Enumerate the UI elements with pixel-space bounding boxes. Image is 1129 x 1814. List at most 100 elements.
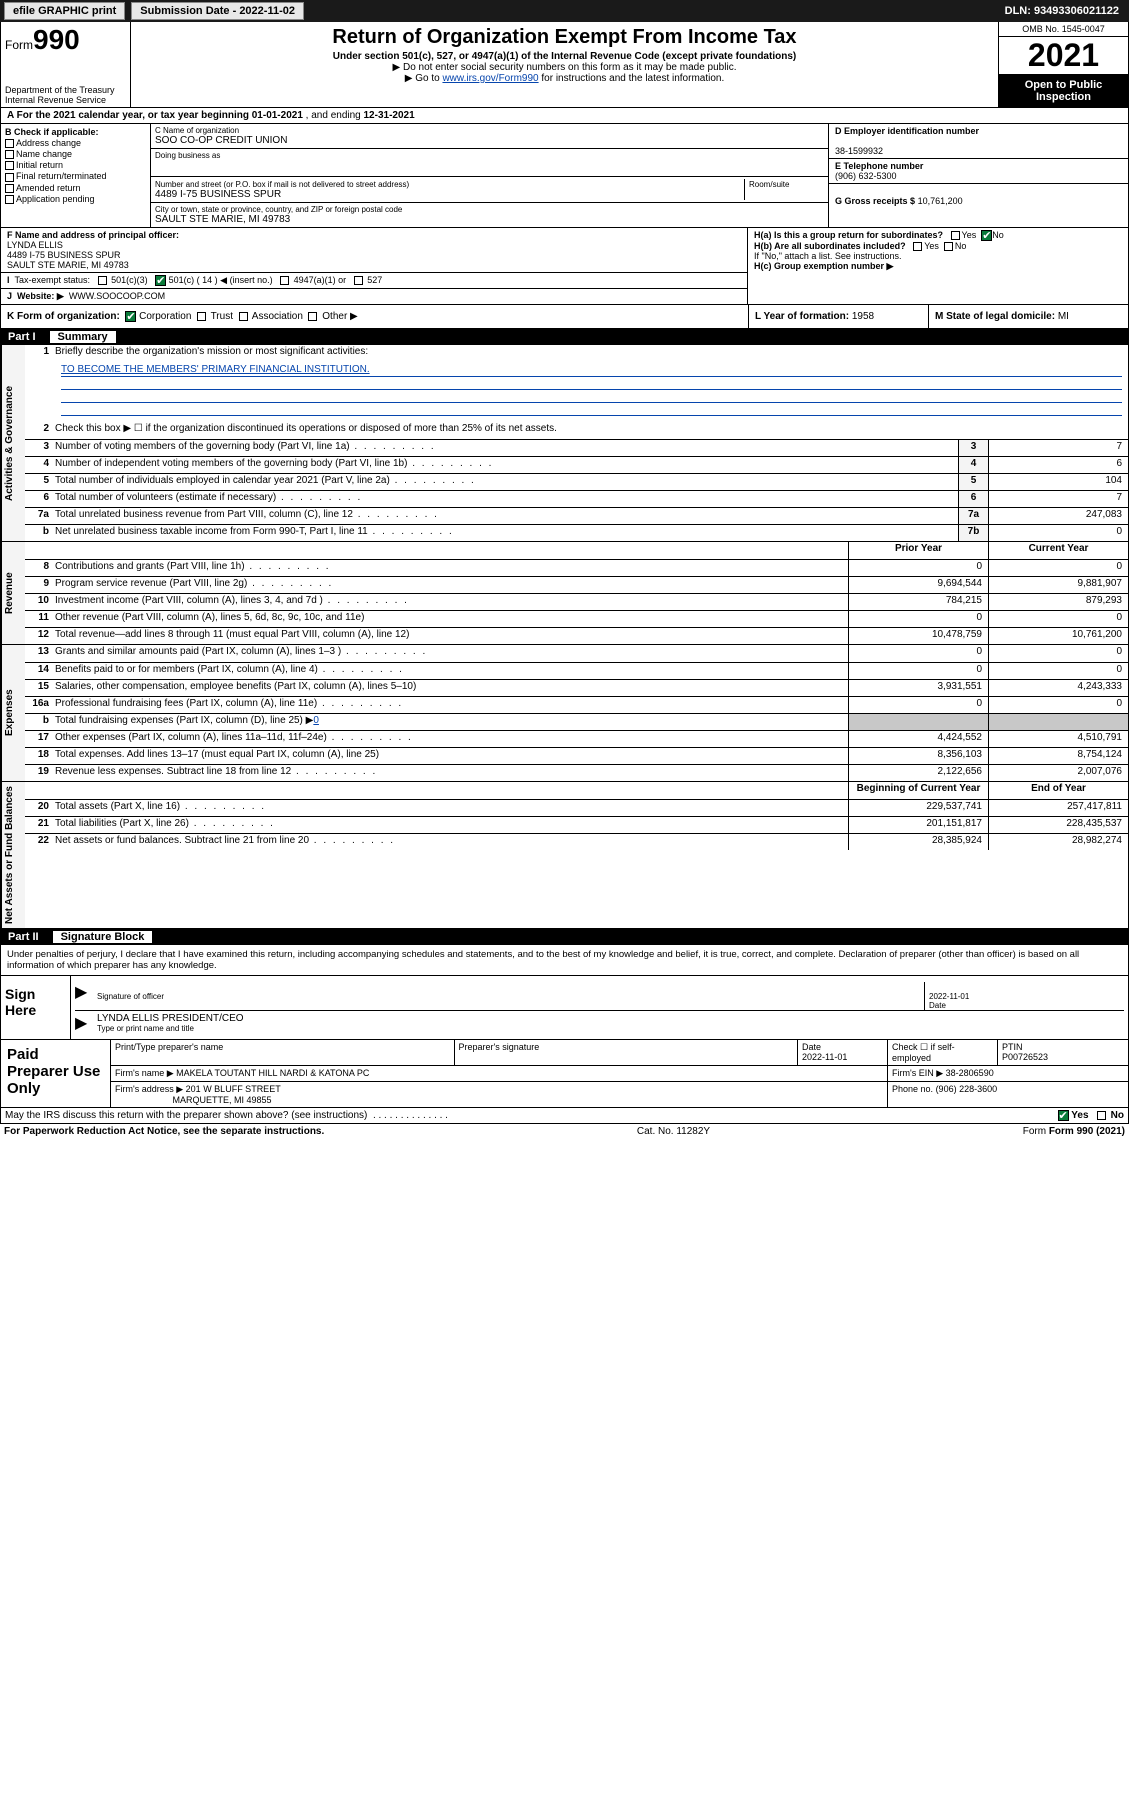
nh-label: [53, 782, 848, 799]
c-dba-label: Doing business as: [155, 151, 824, 160]
block-fhij: F Name and address of principal officer:…: [0, 227, 1129, 304]
ha-label: H(a) Is this a group return for subordin…: [754, 230, 943, 240]
vtab-expenses: Expenses: [1, 645, 25, 781]
part-2-title: Signature Block: [53, 931, 153, 943]
sign-right: ▶ Signature of officer 2022-11-01 Date ▶…: [71, 976, 1128, 1039]
r6-val: 7: [988, 491, 1128, 507]
part-2-header: Part II Signature Block: [0, 929, 1129, 945]
part-1-header: Part I Summary: [0, 329, 1129, 345]
chk-hb-yes[interactable]: [913, 242, 922, 251]
r7a-box: 7a: [958, 508, 988, 524]
f-row: F Name and address of principal officer:…: [1, 228, 747, 273]
chk-corp-checked[interactable]: [125, 311, 136, 322]
inspection-label: Open to Public Inspection: [999, 75, 1128, 107]
row-5: 5 Total number of individuals employed i…: [25, 473, 1128, 490]
r7b-box: 7b: [958, 525, 988, 541]
r16b-val[interactable]: 0: [313, 715, 319, 726]
chk-other[interactable]: [308, 312, 317, 321]
r3-num: 3: [25, 440, 53, 456]
submission-date-button[interactable]: Submission Date - 2022-11-02: [131, 2, 304, 20]
r16a-curr: 0: [988, 697, 1128, 713]
hdr-begin: Beginning of Current Year: [848, 782, 988, 799]
chk-ha-yes[interactable]: [951, 231, 960, 240]
sig-name-lbl: Type or print name and title: [97, 1024, 194, 1033]
r9-curr: 9,881,907: [988, 577, 1128, 593]
tel-label: E Telephone number: [835, 161, 923, 171]
chk-discuss-yes-checked[interactable]: [1058, 1110, 1069, 1121]
summary-governance: Activities & Governance 1 Briefly descri…: [0, 345, 1129, 542]
row-10: 10 Investment income (Part VIII, column …: [25, 593, 1128, 610]
ha-no: No: [992, 230, 1004, 240]
chk-address-change[interactable]: [5, 139, 14, 148]
chk-app-pending[interactable]: [5, 195, 14, 204]
r3-val: 7: [988, 440, 1128, 456]
tax-year: 2021: [999, 37, 1128, 75]
chk-initial-return[interactable]: [5, 161, 14, 170]
exp-body: 13 Grants and similar amounts paid (Part…: [25, 645, 1128, 781]
prep-ein: Firm's EIN ▶ 38-2806590: [888, 1066, 1128, 1081]
chk-527[interactable]: [354, 276, 363, 285]
discuss-label: May the IRS discuss this return with the…: [5, 1110, 448, 1121]
r14-label: Benefits paid to or for members (Part IX…: [53, 663, 848, 679]
r6-box: 6: [958, 491, 988, 507]
form-header: Form990 Department of the Treasury Inter…: [0, 22, 1129, 108]
column-d: D Employer identification number 38-1599…: [828, 124, 1128, 227]
chk-assoc[interactable]: [239, 312, 248, 321]
sig-name-val: LYNDA ELLIS PRESIDENT/CEO: [97, 1013, 244, 1024]
row-13: 13 Grants and similar amounts paid (Part…: [25, 645, 1128, 662]
chk-name-change[interactable]: [5, 150, 14, 159]
hc-label: H(c) Group exemption number ▶: [754, 261, 893, 271]
r16a-num: 16a: [25, 697, 53, 713]
vtab-net: Net Assets or Fund Balances: [1, 782, 25, 928]
r17-label: Other expenses (Part IX, column (A), lin…: [53, 731, 848, 747]
chk-amended[interactable]: [5, 184, 14, 193]
r18-num: 18: [25, 748, 53, 764]
r14-num: 14: [25, 663, 53, 679]
b-o5: Amended return: [16, 183, 81, 193]
discuss-yes: Yes: [1071, 1110, 1088, 1121]
c-city-label: City or town, state or province, country…: [155, 205, 824, 214]
r11-num: 11: [25, 611, 53, 627]
chk-trust[interactable]: [197, 312, 206, 321]
row-11: 11 Other revenue (Part VIII, column (A),…: [25, 610, 1128, 627]
row-22: 22 Net assets or fund balances. Subtract…: [25, 833, 1128, 850]
pra-notice: For Paperwork Reduction Act Notice, see …: [4, 1126, 324, 1137]
chk-final-return[interactable]: [5, 173, 14, 182]
prep-c5-lbl: PTIN: [1002, 1042, 1023, 1052]
r10-label: Investment income (Part VIII, column (A)…: [53, 594, 848, 610]
chk-501c3[interactable]: [98, 276, 107, 285]
row-20: 20 Total assets (Part X, line 16) 229,53…: [25, 799, 1128, 816]
f-addr2: SAULT STE MARIE, MI 49783: [7, 260, 129, 270]
r22-num: 22: [25, 834, 53, 850]
k-assoc: Association: [252, 311, 303, 322]
prep-c1: Print/Type preparer's name: [111, 1040, 455, 1065]
b-o3: Initial return: [16, 160, 63, 170]
hdr-end: End of Year: [988, 782, 1128, 799]
efile-print-button[interactable]: efile GRAPHIC print: [4, 2, 125, 20]
line-a-pre: A For the 2021 calendar year, or tax yea…: [7, 110, 252, 121]
chk-501c-checked[interactable]: [155, 275, 166, 286]
r8-label: Contributions and grants (Part VIII, lin…: [53, 560, 848, 576]
r22-prior: 28,385,924: [848, 834, 988, 850]
chk-4947[interactable]: [280, 276, 289, 285]
f-name: LYNDA ELLIS: [7, 240, 63, 250]
chk-ha-no-checked[interactable]: [981, 230, 992, 241]
ha-row: H(a) Is this a group return for subordin…: [754, 230, 1122, 241]
chk-hb-no[interactable]: [944, 242, 953, 251]
irs-link[interactable]: www.irs.gov/Form990: [442, 73, 538, 84]
prep-c5-val: P00726523: [1002, 1052, 1048, 1062]
chk-discuss-no[interactable]: [1097, 1111, 1106, 1120]
r13-num: 13: [25, 645, 53, 662]
ein-label: D Employer identification number: [835, 126, 979, 136]
mission-link[interactable]: TO BECOME THE MEMBERS' PRIMARY FINANCIAL…: [61, 364, 370, 375]
r15-curr: 4,243,333: [988, 680, 1128, 696]
firm-addr1: 201 W BLUFF STREET: [186, 1084, 281, 1094]
row-12: 12 Total revenue—add lines 8 through 11 …: [25, 627, 1128, 644]
form-ref-val: Form 990 (2021): [1049, 1126, 1125, 1137]
r22-curr: 28,982,274: [988, 834, 1128, 850]
row-1: 1 Briefly describe the organization's mi…: [25, 345, 1128, 362]
r21-curr: 228,435,537: [988, 817, 1128, 833]
line-klm: K Form of organization: Corporation Trus…: [0, 304, 1129, 329]
row-16b: b Total fundraising expenses (Part IX, c…: [25, 713, 1128, 730]
header-middle: Return of Organization Exempt From Incom…: [131, 22, 998, 107]
